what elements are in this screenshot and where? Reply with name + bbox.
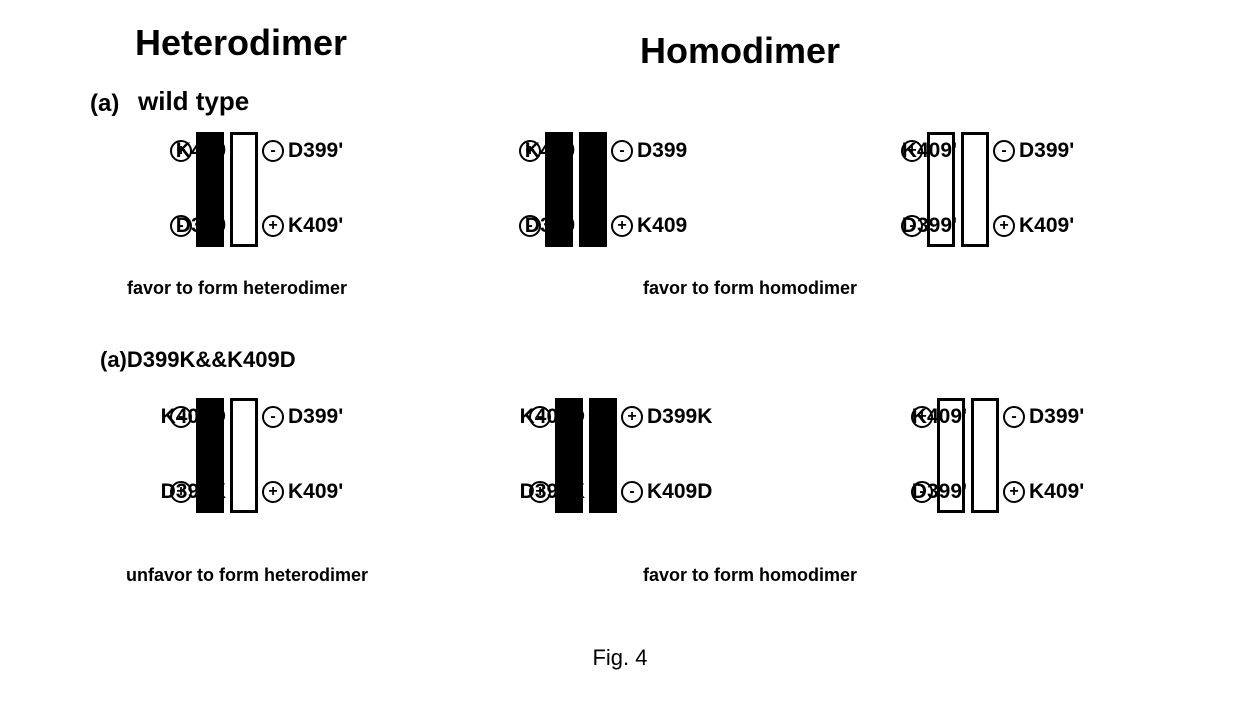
residue-label: K409' (912, 405, 967, 429)
residue-label: K409' (1019, 214, 1074, 238)
plus-icon: + (621, 406, 643, 428)
minus-icon: - (621, 481, 643, 503)
residue-label: K409D (520, 405, 585, 429)
dimer-pair: +K409-D399-D399+K409 (545, 132, 607, 247)
residue-label: D399K (161, 480, 226, 504)
residue-label: D399K (647, 405, 712, 429)
residue-label: D399 (525, 214, 575, 238)
residue-label: K409 (176, 139, 226, 163)
caption-c4: favor to form homodimer (610, 565, 890, 586)
monomer-bar-right (961, 132, 989, 247)
minus-icon: - (262, 406, 284, 428)
figure-label: Fig. 4 (560, 645, 680, 671)
residue-label: K409D (161, 405, 226, 429)
subtitle-row2: (a)D399K&&K409D (100, 347, 296, 373)
residue-label: D399' (288, 139, 343, 163)
minus-icon: - (1003, 406, 1025, 428)
caption-c2: favor to form homodimer (610, 278, 890, 299)
minus-icon: - (993, 140, 1015, 162)
monomer-bar-right (589, 398, 617, 513)
dimer-pair: -K409D+D399K+D399K-K409D (555, 398, 617, 513)
residue-label: K409' (288, 480, 343, 504)
residue-label: K409' (288, 214, 343, 238)
minus-icon: - (262, 140, 284, 162)
residue-label: K409 (637, 214, 687, 238)
residue-label: K409' (1029, 480, 1084, 504)
dimer-pair: +K409'-D399'-D399'+K409' (927, 132, 989, 247)
title-heterodimer: Heterodimer (135, 22, 347, 64)
subtitle-wild-type: wild type (138, 86, 249, 117)
monomer-bar-right (579, 132, 607, 247)
monomer-bar-right (230, 398, 258, 513)
minus-icon: - (611, 140, 633, 162)
monomer-bar-right (230, 132, 258, 247)
plus-icon: + (993, 215, 1015, 237)
monomer-bar-right (971, 398, 999, 513)
diagram-root: Heterodimer Homodimer (a) wild type (a)D399K… (0, 0, 1240, 723)
residue-label: D399 (637, 139, 687, 163)
residue-label: K409' (902, 139, 957, 163)
caption-c1: favor to form heterodimer (97, 278, 377, 299)
title-homodimer: Homodimer (640, 30, 840, 72)
residue-label: K409 (525, 139, 575, 163)
caption-c3: unfavor to form heterodimer (97, 565, 397, 586)
dimer-pair: +K409'-D399'-D399'+K409' (937, 398, 999, 513)
residue-label: K409D (647, 480, 712, 504)
dimer-pair: +K409-D399-D399'+K409' (196, 132, 258, 247)
residue-label: D399' (1029, 405, 1084, 429)
dimer-pair: -K409D+D399K-D399'+K409' (196, 398, 258, 513)
subtitle-row1-a: (a) (90, 90, 119, 118)
plus-icon: + (1003, 481, 1025, 503)
residue-label: D399' (912, 480, 967, 504)
plus-icon: + (262, 215, 284, 237)
residue-label: D399' (902, 214, 957, 238)
plus-icon: + (262, 481, 284, 503)
residue-label: D399K (520, 480, 585, 504)
plus-icon: + (611, 215, 633, 237)
residue-label: D399 (176, 214, 226, 238)
residue-label: D399' (288, 405, 343, 429)
residue-label: D399' (1019, 139, 1074, 163)
